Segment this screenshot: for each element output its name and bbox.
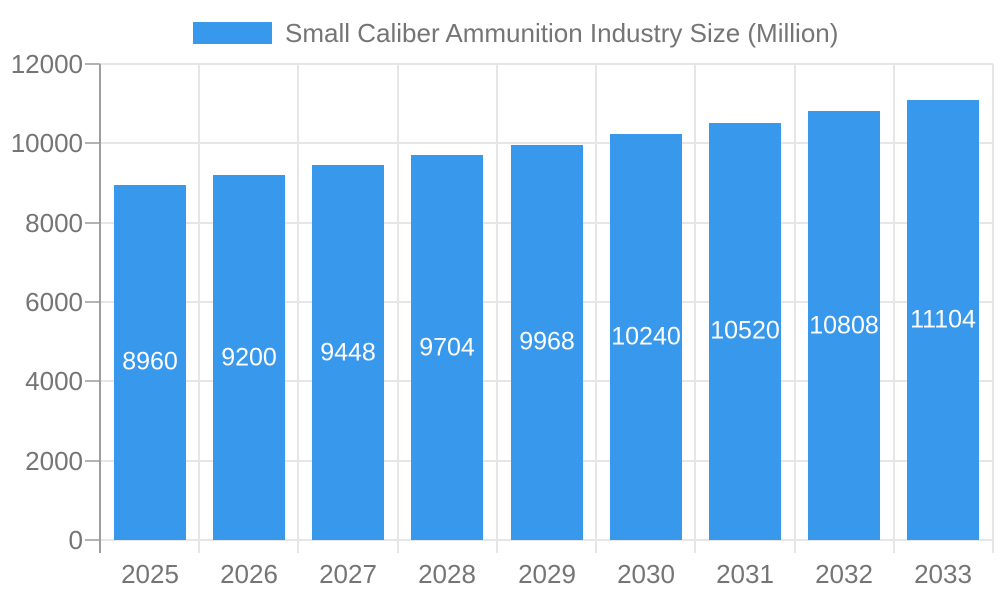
- x-axis-label: 2026: [220, 559, 278, 589]
- y-tick: [85, 380, 100, 382]
- v-gridline: [496, 64, 498, 553]
- x-axis-label: 2030: [617, 559, 675, 589]
- bar: [511, 145, 583, 540]
- bar-value-label: 10520: [710, 316, 780, 345]
- h-gridline: [100, 63, 993, 65]
- y-axis-label: 10000: [10, 128, 83, 158]
- legend-label: Small Caliber Ammunition Industry Size (…: [285, 18, 839, 48]
- legend: Small Caliber Ammunition Industry Size (…: [193, 18, 839, 48]
- h-gridline: [100, 142, 993, 144]
- y-tick: [85, 142, 100, 144]
- y-tick: [85, 301, 100, 303]
- y-axis-line: [99, 64, 101, 553]
- bar-value-label: 9704: [419, 333, 475, 362]
- y-axis-label: 0: [68, 525, 83, 555]
- x-axis-label: 2027: [319, 559, 377, 589]
- x-axis-label: 2032: [815, 559, 873, 589]
- bar: [610, 134, 682, 540]
- bar: [411, 155, 483, 540]
- y-axis-label: 8000: [25, 208, 83, 238]
- bar: [213, 175, 285, 540]
- bar: [709, 123, 781, 540]
- legend-swatch: [193, 22, 272, 44]
- x-axis-label: 2031: [716, 559, 774, 589]
- y-axis-label: 6000: [25, 287, 83, 317]
- v-gridline: [893, 64, 895, 553]
- bar: [312, 165, 384, 540]
- bar: [907, 100, 979, 540]
- v-gridline: [397, 64, 399, 553]
- y-tick: [85, 222, 100, 224]
- y-axis-label: 2000: [25, 446, 83, 476]
- bar: [114, 185, 186, 540]
- v-gridline: [297, 64, 299, 553]
- v-gridline: [198, 64, 200, 553]
- y-tick: [85, 539, 100, 541]
- y-axis-label: 12000: [10, 49, 83, 79]
- v-gridline: [595, 64, 597, 553]
- bar: [808, 111, 880, 540]
- v-gridline: [694, 64, 696, 553]
- bar-value-label: 9200: [221, 343, 277, 372]
- x-axis-label: 2028: [418, 559, 476, 589]
- x-axis-label: 2025: [121, 559, 179, 589]
- bar-value-label: 8960: [122, 347, 178, 376]
- y-tick: [85, 460, 100, 462]
- bar-value-label: 11104: [910, 305, 976, 334]
- y-tick: [85, 63, 100, 65]
- bar-value-label: 9968: [519, 327, 575, 356]
- h-gridline: [100, 539, 993, 541]
- bar-value-label: 9448: [320, 338, 376, 367]
- v-gridline: [794, 64, 796, 553]
- v-gridline: [992, 64, 994, 553]
- y-axis-label: 4000: [25, 366, 83, 396]
- bar-value-label: 10240: [611, 322, 681, 351]
- bar-value-label: 10808: [809, 311, 879, 340]
- x-axis-label: 2029: [518, 559, 576, 589]
- x-axis-label: 2033: [914, 559, 972, 589]
